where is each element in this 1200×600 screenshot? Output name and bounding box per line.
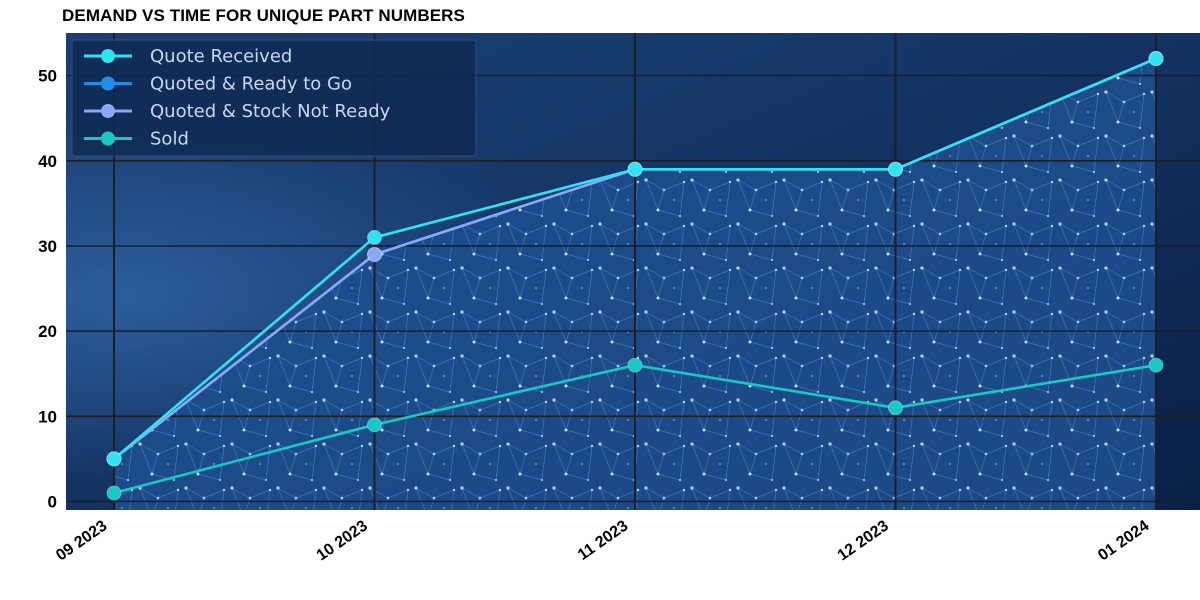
legend-marker-quoted-ready-to-go xyxy=(101,76,115,91)
legend-entries: Quote Received Quoted & Ready to Go Quoted… xyxy=(84,46,391,150)
data-point-quoted-stock-not-ready xyxy=(367,246,382,262)
x-axis-ticks: 09 2023 10 2023 11 2023 12 2023 01 2024 xyxy=(53,517,1152,564)
legend-label-quoted-stock-not-ready: Quoted & Stock Not Ready xyxy=(150,101,391,122)
legend-marker-quote-received xyxy=(101,49,115,63)
chart-title: DEMAND VS TIME FOR UNIQUE PART NUMBERS xyxy=(62,6,465,25)
data-point-quote-received xyxy=(627,161,643,177)
data-point-sold xyxy=(106,485,122,501)
data-point-sold xyxy=(367,417,382,433)
legend-marker-quoted-stock-not-ready xyxy=(101,104,115,118)
data-point-quote-received xyxy=(888,161,903,177)
data-point-sold xyxy=(627,357,643,373)
data-point-quote-received xyxy=(106,451,122,467)
x-tick-label: 10 2023 xyxy=(314,517,371,564)
y-tick-label: 40 xyxy=(38,152,57,171)
x-tick-label: 11 2023 xyxy=(575,517,631,564)
y-tick-label: 50 xyxy=(38,67,57,86)
y-axis-ticks: 0 10 20 30 40 50 xyxy=(38,67,57,512)
data-point-sold xyxy=(1148,357,1164,373)
legend-box xyxy=(71,39,477,157)
x-tick-label: 09 2023 xyxy=(53,517,110,564)
legend-label-sold: Sold xyxy=(150,129,189,150)
legend-label-quote-received: Quote Received xyxy=(150,46,292,67)
legend-label-quoted-ready-to-go: Quoted & Ready to Go xyxy=(150,74,352,95)
x-tick-label: 12 2023 xyxy=(835,517,892,564)
data-point-quote-received xyxy=(367,229,382,245)
data-point-quote-received xyxy=(1148,51,1164,67)
data-point-sold xyxy=(888,400,903,416)
y-tick-label: 30 xyxy=(38,237,57,256)
legend: Quote Received Quoted & Ready to Go Quoted… xyxy=(71,39,477,157)
y-tick-label: 20 xyxy=(38,322,57,341)
y-tick-label: 0 xyxy=(48,492,57,511)
x-tick-label: 01 2024 xyxy=(1095,517,1152,564)
markers-layer xyxy=(106,51,1164,501)
y-tick-label: 10 xyxy=(38,407,57,426)
legend-marker-sold xyxy=(101,131,115,146)
